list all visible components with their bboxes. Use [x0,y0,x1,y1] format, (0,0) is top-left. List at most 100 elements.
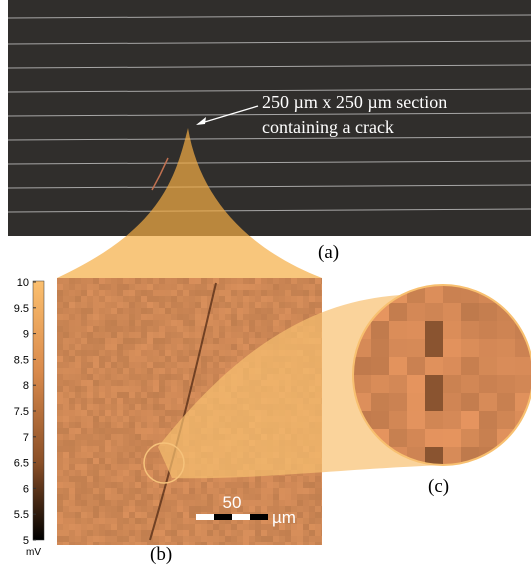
pixel [99,428,105,434]
pixel [141,470,147,476]
pixel [57,368,63,374]
pixel [111,296,117,302]
pixel [81,410,87,416]
pixel [75,458,81,464]
pixel [213,296,219,302]
pixel [183,386,189,392]
pixel [225,530,231,536]
pixel [243,482,249,488]
pixel [255,278,261,284]
pixel [171,302,177,308]
pixel [135,518,141,524]
pixel [129,350,135,356]
pixel [87,446,93,452]
pixel [159,410,165,416]
pixel [189,284,195,290]
pixel [153,494,159,500]
pixel [147,374,153,380]
pixel [231,476,237,482]
pixel [165,530,171,536]
pixel [117,530,123,536]
pixel [135,356,141,362]
colorbar-tick-label: 7 [23,432,29,444]
pixel [99,446,105,452]
pixel [117,368,123,374]
pixel [237,482,243,488]
pixel [243,326,249,332]
pixel [285,314,291,320]
pixel [243,506,249,512]
pixel [93,518,99,524]
pixel [75,440,81,446]
pixel [123,290,129,296]
pixel [99,344,105,350]
pixel [135,524,141,530]
pixel [129,458,135,464]
pixel [195,518,201,524]
pixel [273,506,279,512]
pixel [195,362,201,368]
pixel [87,536,93,542]
pixel [153,470,159,476]
pixel [249,536,255,542]
pixel [93,542,99,545]
pixel [63,278,69,284]
pixel [201,320,207,326]
pixel [213,344,219,350]
pixel [105,362,111,368]
pixel [135,350,141,356]
pixel [285,302,291,308]
scan-line [7,184,531,189]
pixel [105,434,111,440]
pixel [303,302,309,308]
pixel [93,326,99,332]
pixel [183,368,189,374]
pixel [207,542,213,545]
pixel [303,278,309,284]
pixel [93,536,99,542]
pixel [147,332,153,338]
pixel [255,296,261,302]
pixel [87,452,93,458]
pixel [321,512,322,518]
pixel [87,494,93,500]
pixel [195,530,201,536]
pixel [147,428,153,434]
pixel [297,308,303,314]
pixel [159,368,165,374]
pixel [189,476,195,482]
pixel [141,326,147,332]
pixel [111,446,117,452]
pixel [159,290,165,296]
pixel [165,410,171,416]
pixel [321,470,322,476]
pixel [69,284,75,290]
pixel [111,284,117,290]
pixel [105,404,111,410]
pixel [135,542,141,545]
pixel [123,476,129,482]
pixel [75,470,81,476]
pixel [225,536,231,542]
pixel [99,386,105,392]
pixel [243,542,249,545]
pixel [87,404,93,410]
pixel [129,344,135,350]
pixel [267,296,273,302]
pixel [353,357,371,375]
pixel [291,518,297,524]
pixel [261,284,267,290]
pixel [105,398,111,404]
pixel [297,290,303,296]
pixel [57,476,63,482]
pixel [279,296,285,302]
pixel [147,488,153,494]
pixel [135,338,141,344]
pixel [297,500,303,506]
pixel [123,470,129,476]
pixel [117,308,123,314]
pixel [279,506,285,512]
pixel [279,542,285,545]
pixel [165,350,171,356]
pixel [303,500,309,506]
